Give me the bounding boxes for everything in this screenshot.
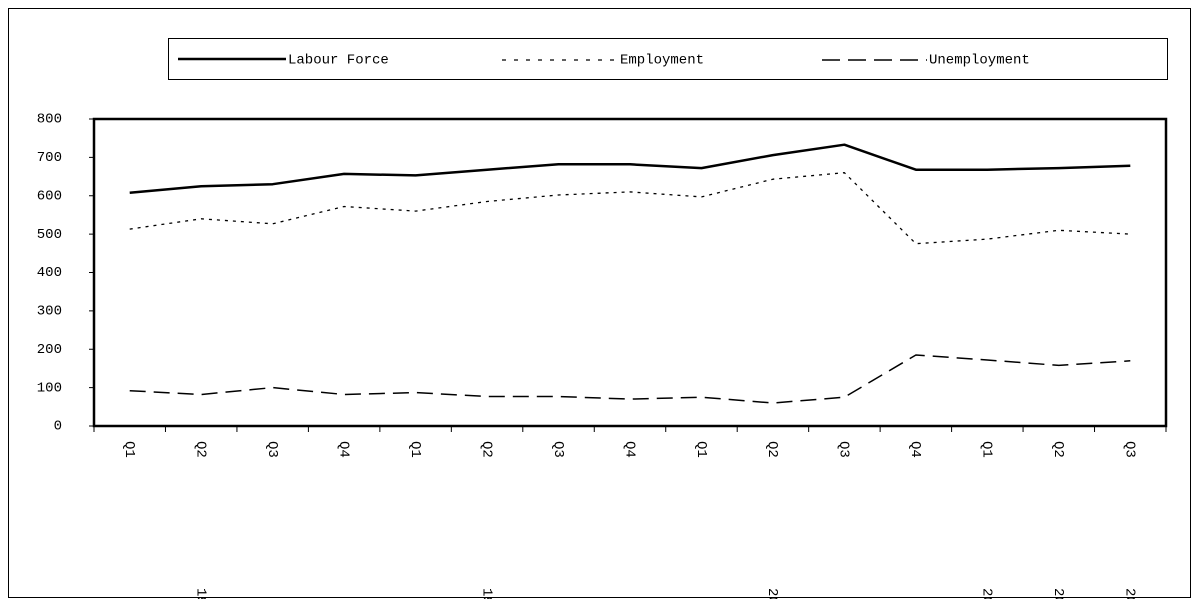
y-tick-label: 500 xyxy=(37,227,62,243)
x-tick-label: Q2 xyxy=(1050,441,1066,458)
chart-outer-border xyxy=(8,8,1191,598)
series-line-unemployment xyxy=(129,354,1131,404)
y-tick-label: 800 xyxy=(37,112,62,128)
legend-label-unemployment: Unemployment xyxy=(929,53,1030,69)
x-tick-label: Q4 xyxy=(621,441,637,458)
x-year-label: 2001 xyxy=(1050,588,1066,599)
x-tick-label: Q3 xyxy=(550,441,566,458)
y-tick-label: 400 xyxy=(37,265,62,281)
series-line-employment xyxy=(129,172,1131,245)
x-tick-label: Q4 xyxy=(907,441,923,458)
y-tick-label: 600 xyxy=(37,188,62,204)
y-tick-label: 100 xyxy=(37,380,62,396)
x-tick-label: Q3 xyxy=(1122,441,1138,458)
legend: Labour Force Employment Unemployment xyxy=(168,38,1168,80)
y-tick-label: 0 xyxy=(54,419,62,435)
y-tick-label: 200 xyxy=(37,342,62,358)
x-tick-label: Q2 xyxy=(192,441,208,458)
x-year-label: 1998 xyxy=(192,588,208,599)
x-year-label: 1999 xyxy=(478,588,494,599)
x-tick-label: Q4 xyxy=(335,441,351,458)
x-tick-label: Q1 xyxy=(979,441,995,458)
legend-box xyxy=(168,38,1168,80)
x-year-label: 2000 xyxy=(764,588,780,599)
x-tick-label: Q2 xyxy=(478,441,494,458)
x-axis: Q1 Q2 Q3 Q4 Q1 Q2 Q3 Q4 Q1 Q2 Q3 Q4 Q1 Q2 Q3 1998 1999 20… xyxy=(93,426,1167,599)
y-axis: 0 100 200 300 400 500 600 700 800 xyxy=(37,112,94,435)
x-tick-label: Q3 xyxy=(836,441,852,458)
x-tick-label: Q3 xyxy=(264,441,280,458)
legend-label-employment: Employment xyxy=(620,53,704,69)
y-tick-label: 300 xyxy=(37,304,62,320)
x-tick-label: Q1 xyxy=(121,441,137,458)
x-tick-label: Q1 xyxy=(693,441,709,458)
x-year-label: 2001 xyxy=(1122,588,1138,599)
series-line-labour-force xyxy=(129,143,1131,194)
series-layer xyxy=(129,143,1131,404)
x-tick-label: Q1 xyxy=(407,441,423,458)
x-year-label: 2001 xyxy=(979,588,995,599)
legend-label-labour-force: Labour Force xyxy=(288,53,389,69)
y-tick-label: 700 xyxy=(37,150,62,166)
x-tick-label: Q2 xyxy=(764,441,780,458)
